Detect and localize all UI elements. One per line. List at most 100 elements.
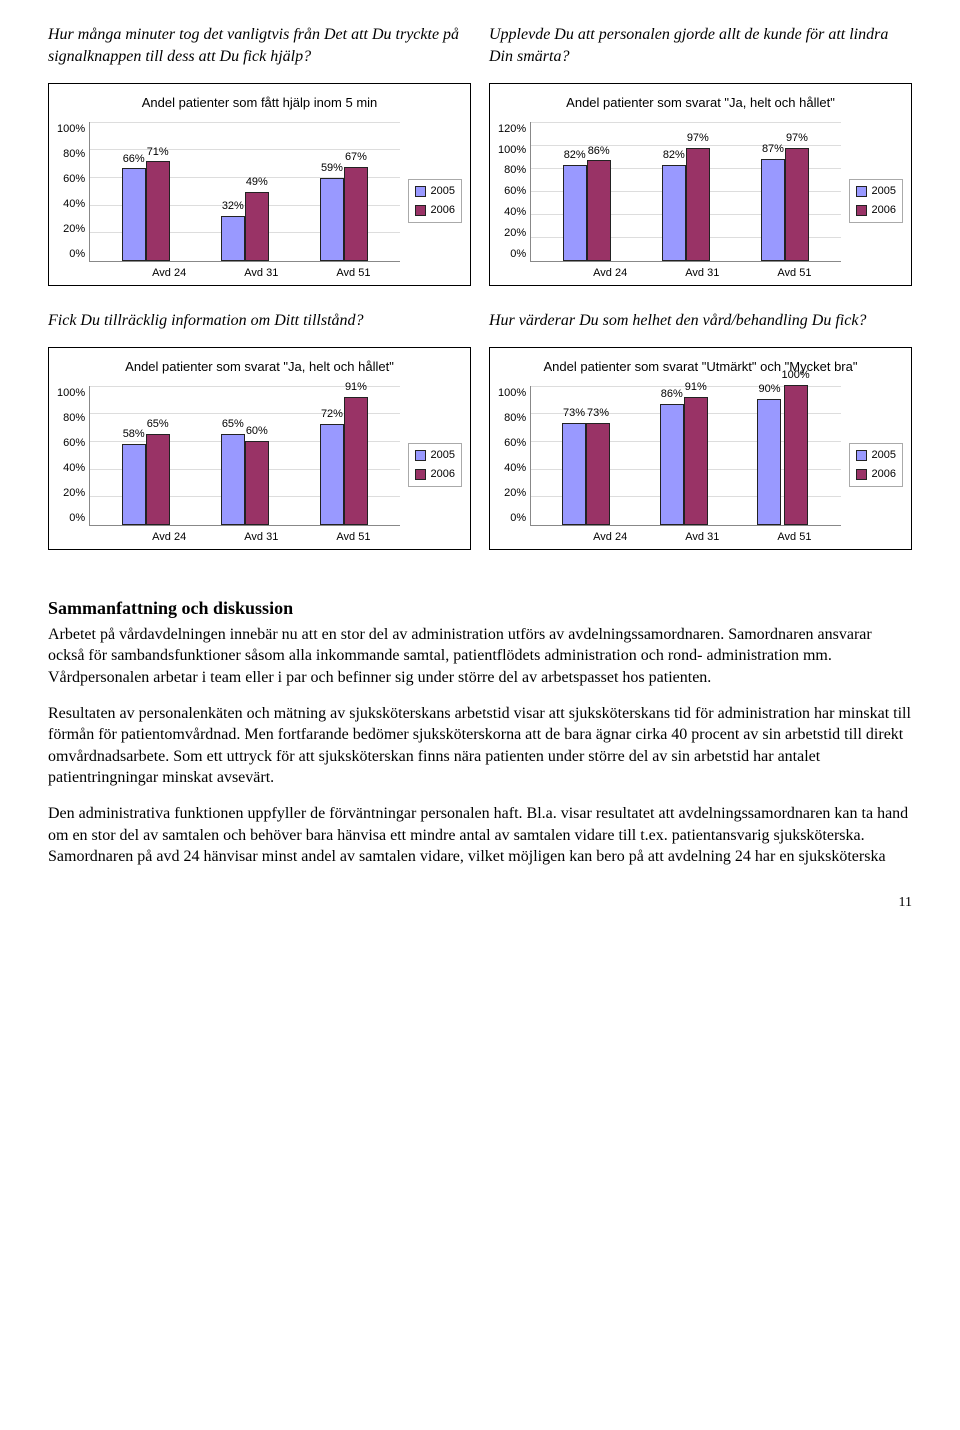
bar-group: 90%100% (757, 368, 809, 525)
bar (562, 423, 586, 525)
legend: 2005 2006 (849, 443, 903, 487)
legend-item: 2005 (856, 184, 896, 199)
chart-2: Andel patienter som svarat "Ja, helt och… (489, 83, 912, 285)
question-1: Hur många minuter tog det vanligtvis frå… (48, 24, 471, 67)
y-tick-label: 40% (63, 197, 85, 212)
bar-value-label: 73% (563, 406, 585, 421)
bar (344, 397, 368, 524)
y-axis: 100%80%60%40%20%0% (57, 122, 89, 262)
bar (586, 423, 610, 525)
x-tick-label: Avd 31 (215, 530, 307, 545)
bar (221, 434, 245, 525)
bar-value-label: 82% (663, 148, 685, 163)
bar-value-label: 65% (147, 417, 169, 432)
y-tick-label: 60% (63, 172, 85, 187)
x-tick-label: Avd 24 (123, 266, 215, 281)
bar-value-label: 86% (588, 144, 610, 159)
bar-value-label: 100% (781, 368, 809, 383)
x-tick-label: Avd 51 (307, 266, 399, 281)
x-tick-label: Avd 51 (307, 530, 399, 545)
y-tick-label: 60% (63, 436, 85, 451)
bar (563, 165, 587, 261)
chart-title: Andel patienter som svarat "Ja, helt och… (57, 358, 462, 376)
question-row-1: Hur många minuter tog det vanligtvis frå… (48, 24, 912, 77)
bar-group: 65%60% (221, 417, 269, 525)
legend-label: 2005 (872, 184, 896, 199)
x-tick-label: Avd 51 (748, 530, 840, 545)
legend-label: 2005 (872, 448, 896, 463)
y-axis: 100%80%60%40%20%0% (498, 386, 530, 526)
legend-swatch-icon (415, 205, 426, 216)
bar-value-label: 97% (786, 131, 808, 146)
legend: 20052006 (408, 179, 462, 223)
y-tick-label: 40% (504, 461, 526, 476)
y-axis: 100%80%60%40%20%0% (57, 386, 89, 526)
bar-value-label: 65% (222, 417, 244, 432)
chart-row-1: Andel patienter som fått hjälp inom 5 mi… (48, 83, 912, 303)
x-axis: Avd 24Avd 31Avd 51 (123, 530, 399, 545)
chart-title: Andel patienter som svarat "Ja, helt och… (498, 94, 903, 112)
bar-value-label: 66% (123, 152, 145, 167)
bar-group: 72%91% (320, 380, 368, 524)
legend-item: 2006 (856, 203, 896, 218)
bar (320, 178, 344, 261)
bar-group: 82%97% (662, 131, 710, 261)
x-tick-label: Avd 24 (123, 530, 215, 545)
legend-item: 2005 (415, 184, 455, 199)
bar (684, 397, 708, 524)
bar-group: 73%73% (562, 406, 610, 525)
legend-swatch-icon (856, 205, 867, 216)
y-tick-label: 100% (57, 386, 85, 401)
bar (122, 444, 146, 525)
bar-value-label: 59% (321, 161, 343, 176)
bar-group: 32%49% (221, 175, 269, 260)
x-tick-label: Avd 31 (656, 530, 748, 545)
bar-value-label: 90% (758, 382, 780, 397)
section-heading: Sammanfattning och diskussion (48, 596, 912, 620)
plot-area: 82%86%82%97%87%97% (530, 122, 840, 262)
legend-label: 2006 (872, 203, 896, 218)
bar-value-label: 49% (246, 175, 268, 190)
x-tick-label: Avd 51 (748, 266, 840, 281)
legend-label: 2006 (431, 467, 455, 482)
bar-group: 66%71% (122, 145, 170, 261)
y-tick-label: 80% (504, 411, 526, 426)
legend: 2005 2006 (849, 179, 903, 223)
bar-value-label: 60% (246, 424, 268, 439)
y-tick-label: 40% (504, 205, 526, 220)
bar (245, 441, 269, 525)
bar (122, 168, 146, 260)
bar-value-label: 82% (564, 148, 586, 163)
bar (344, 167, 368, 261)
question-2: Upplevde Du att personalen gjorde allt d… (489, 24, 912, 67)
chart-4: Andel patienter som svarat "Utmärkt" och… (489, 347, 912, 549)
y-tick-label: 100% (57, 122, 85, 137)
x-tick-label: Avd 31 (215, 266, 307, 281)
x-axis: Avd 24Avd 31Avd 51 (564, 530, 840, 545)
bar (146, 161, 170, 260)
legend-swatch-icon (415, 186, 426, 197)
legend-item: 2006 (415, 467, 455, 482)
bar-value-label: 91% (345, 380, 367, 395)
y-tick-label: 120% (498, 122, 526, 137)
legend-swatch-icon (415, 469, 426, 480)
bar (320, 424, 344, 525)
legend-item: 2005 (415, 448, 455, 463)
bar (660, 404, 684, 524)
y-tick-label: 20% (504, 486, 526, 501)
chart-row-2: Andel patienter som svarat "Ja, helt och… (48, 347, 912, 567)
y-tick-label: 60% (504, 184, 526, 199)
bar (146, 434, 170, 525)
bar (662, 165, 686, 261)
bar (785, 148, 809, 261)
plot-area: 73%73%86%91%90%100% (530, 386, 840, 526)
page-number: 11 (48, 894, 912, 913)
bar-value-label: 67% (345, 150, 367, 165)
paragraph-2: Resultaten av personalenkäten och mätnin… (48, 703, 912, 789)
legend-item: 2006 (856, 467, 896, 482)
legend-label: 2005 (431, 448, 455, 463)
chart-title: Andel patienter som svarat "Utmärkt" och… (498, 358, 903, 376)
bar-group: 58%65% (122, 417, 170, 525)
paragraph-1: Arbetet på vårdavdelningen innebär nu at… (48, 624, 912, 689)
bar-group: 86%91% (660, 380, 708, 524)
